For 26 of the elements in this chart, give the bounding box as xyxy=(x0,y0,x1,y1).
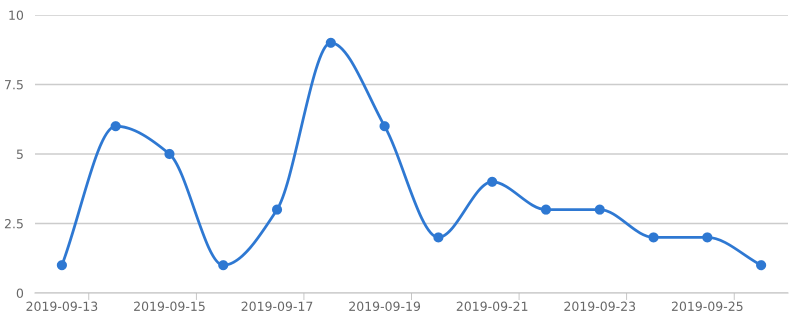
point xyxy=(218,260,228,270)
point xyxy=(594,204,605,215)
y-tick-label: 7.5 xyxy=(5,80,23,90)
point xyxy=(648,232,659,242)
point xyxy=(380,121,390,132)
point xyxy=(702,232,712,242)
point xyxy=(110,121,121,132)
y-tick-label: 5 xyxy=(16,150,23,159)
y-tick-label: 2.5 xyxy=(4,218,23,228)
x-tick-label: 2019-09-17 xyxy=(242,302,312,312)
point xyxy=(56,260,67,270)
point xyxy=(756,260,766,270)
point xyxy=(540,204,552,215)
point xyxy=(272,204,282,215)
point xyxy=(164,148,175,160)
x-tick-label: 2019-09-23 xyxy=(564,302,636,312)
y-tick-label: 0 xyxy=(16,288,24,298)
x-tick-label: 2019-09-19 xyxy=(349,302,420,312)
y-tick-label: 10 xyxy=(9,10,24,20)
x-tick-label: 2019-09-15 xyxy=(134,302,205,312)
x-tick-label: 2019-09-25 xyxy=(672,302,743,312)
point xyxy=(487,176,498,187)
x-tick-label: 2019-09-21 xyxy=(456,302,528,312)
point xyxy=(326,38,336,48)
point xyxy=(433,232,444,242)
x-tick-label: 2019-09-13 xyxy=(26,302,98,312)
